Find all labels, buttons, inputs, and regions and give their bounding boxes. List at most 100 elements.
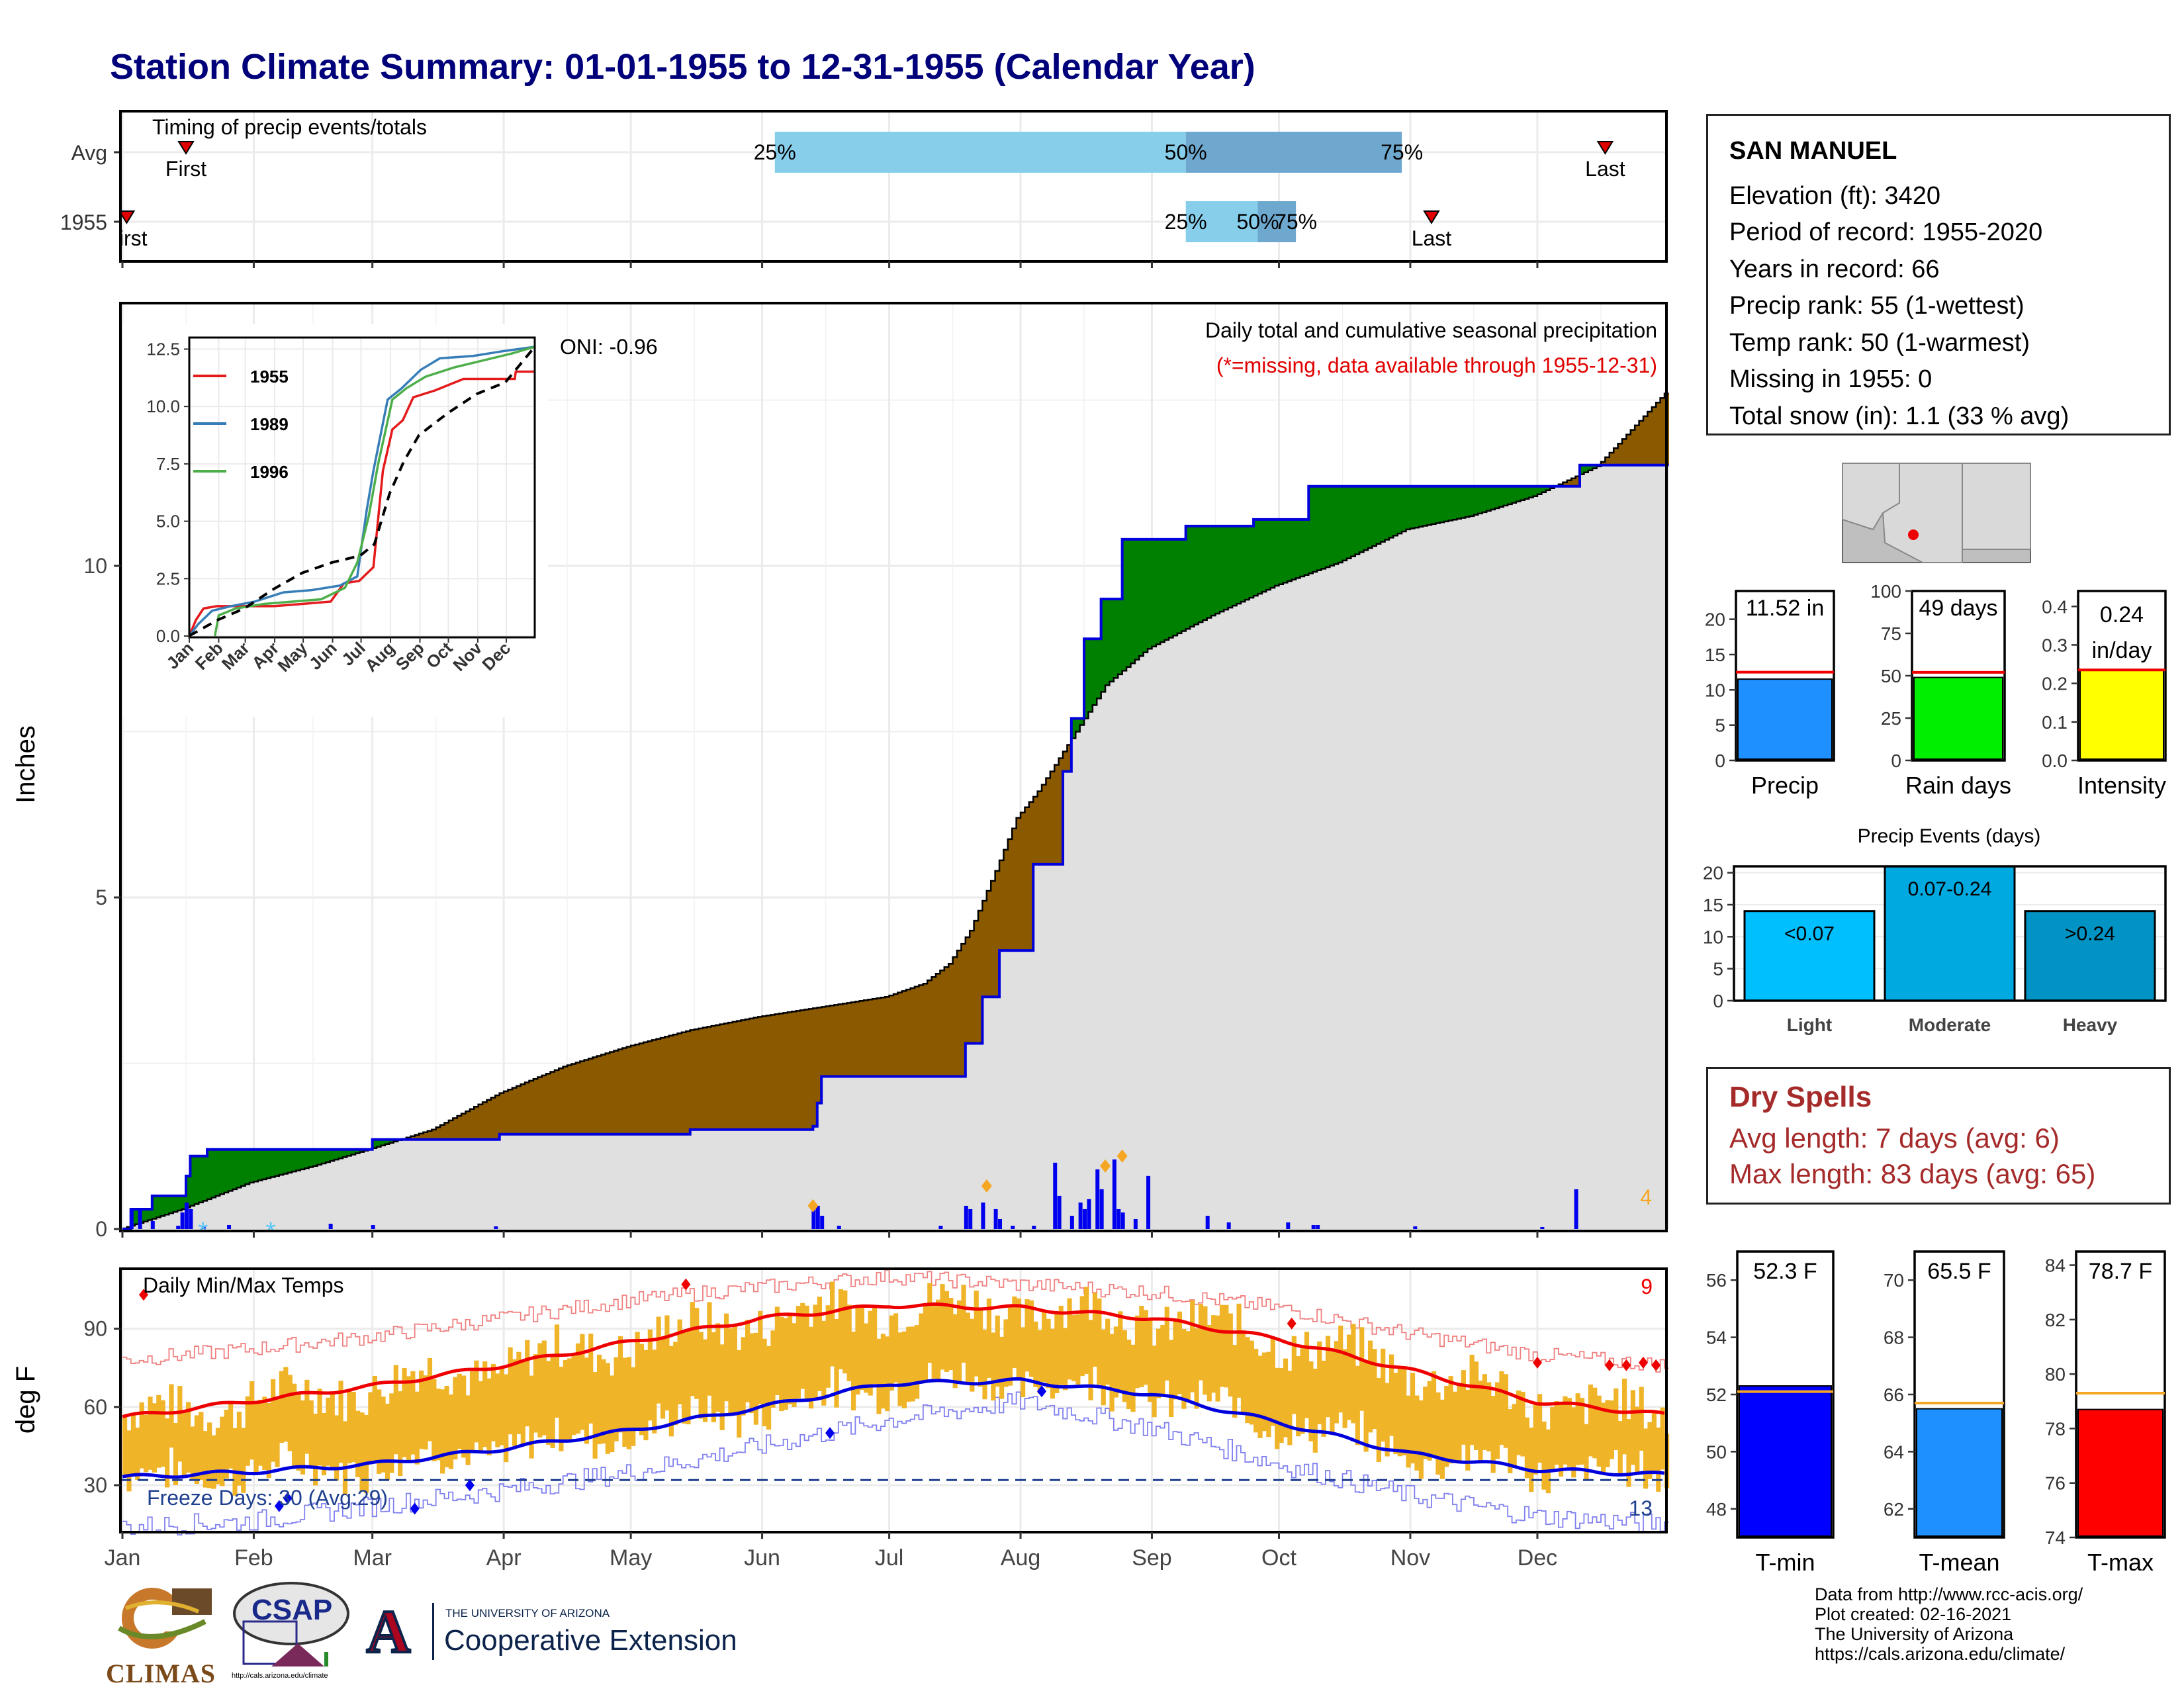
- main-deficit-area: [970, 931, 975, 1044]
- daily-temp-bar: [1312, 1369, 1318, 1453]
- daily-temp-bar: [686, 1330, 691, 1425]
- main-deficit-area: [1575, 476, 1580, 486]
- daily-temp-bar: [1334, 1341, 1339, 1424]
- daily-temp-bar: [660, 1337, 666, 1419]
- daily-temp-bar: [974, 1291, 979, 1377]
- timing-title: Timing of precip events/totals: [152, 115, 427, 139]
- main-deficit-area: [715, 1025, 721, 1130]
- main-deficit-area: [804, 1009, 809, 1130]
- daily-temp-bar: [1173, 1318, 1178, 1400]
- daily-temp-bar: [554, 1324, 560, 1418]
- inset-avg-line: [189, 345, 536, 637]
- daily-temp-bar: [1393, 1373, 1398, 1455]
- main-deficit-area: [419, 1133, 424, 1140]
- daily-temp-bar: [762, 1338, 767, 1427]
- daily-temp-bar: [1075, 1314, 1081, 1385]
- daily-temp-bar: [520, 1360, 525, 1446]
- daily-temp-bar: [1418, 1400, 1424, 1479]
- daily-temp-bar: [495, 1373, 500, 1447]
- rain-days-y-tick-label: 0: [1891, 751, 1901, 771]
- rain-days-x-label: Rain days: [1905, 772, 2011, 799]
- main-surplus-area: [1283, 519, 1288, 583]
- daily-temp-bar: [1465, 1389, 1471, 1471]
- main-deficit-area: [982, 901, 987, 997]
- daily-temp-bar: [1148, 1318, 1153, 1402]
- daily-temp-bar: [1033, 1321, 1038, 1387]
- main-deficit-area: [631, 1045, 636, 1134]
- month-tick-label: Oct: [1261, 1545, 1297, 1571]
- daily-precip-bar: [328, 1223, 333, 1229]
- main-surplus-area: [279, 1149, 284, 1175]
- main-deficit-area: [927, 980, 933, 1077]
- daily-temp-bar: [715, 1323, 721, 1412]
- ua-small-text: THE UNIVERSITY OF ARIZONA: [445, 1607, 610, 1620]
- month-tick-label: Sep: [1132, 1545, 1172, 1571]
- main-surplus-area: [1427, 486, 1432, 525]
- main-deficit-area: [825, 1006, 831, 1077]
- daily-temp-bar: [287, 1375, 293, 1451]
- record-high-marker-icon: [1532, 1356, 1542, 1369]
- main-deficit-area: [1621, 439, 1627, 465]
- events-bar: [1743, 910, 1876, 1002]
- daily-temp-bar: [186, 1402, 191, 1473]
- daily-temp-bar: [1626, 1419, 1631, 1487]
- inset-legend-label: 1955: [250, 367, 289, 387]
- daily-temp-bar: [1533, 1404, 1538, 1475]
- daily-temp-bar: [652, 1349, 657, 1434]
- inset-frame: [188, 336, 536, 639]
- main-deficit-area: [758, 1017, 763, 1130]
- main-surplus-area: [1397, 486, 1402, 534]
- precip-total-value-label: 11.52 in: [1746, 596, 1824, 621]
- main-deficit-area: [770, 1015, 776, 1130]
- main-surplus-area: [1240, 525, 1246, 602]
- daily-temp-bar: [749, 1333, 754, 1414]
- daily-temp-bar: [1275, 1367, 1280, 1449]
- daily-temp-bar: [292, 1383, 297, 1468]
- events-bar-label: 0.07-0.24: [1908, 878, 1992, 900]
- main-deficit-area: [829, 1005, 835, 1077]
- main-surplus-area: [1194, 525, 1199, 625]
- main-deficit-area: [901, 991, 907, 1077]
- main-surplus-area: [1122, 539, 1127, 671]
- dry-spells-max: Max length: 83 days (avg: 65): [1729, 1158, 2096, 1189]
- daily-temp-bar: [758, 1310, 763, 1404]
- main-deficit-area: [850, 1002, 856, 1077]
- daily-temp-bar: [1003, 1319, 1009, 1387]
- daily-temp-bar: [1113, 1326, 1119, 1398]
- daily-temp-bar: [326, 1397, 331, 1466]
- main-surplus-area: [135, 1209, 140, 1224]
- main-deficit-area: [686, 1031, 691, 1134]
- daily-temp-bar: [139, 1402, 144, 1469]
- daily-temp-bar: [1287, 1371, 1293, 1445]
- daily-precip-bar: [1311, 1224, 1316, 1229]
- daily-temp-bar: [1042, 1310, 1047, 1383]
- daily-temp-bar: [626, 1357, 631, 1449]
- daily-temp-bar: [402, 1367, 407, 1457]
- main-surplus-area: [1232, 525, 1238, 606]
- main-deficit-area: [588, 1058, 594, 1134]
- daily-temp-bar: [1203, 1306, 1208, 1395]
- events-y-tick-label: 10: [1703, 927, 1723, 947]
- main-deficit-area: [461, 1113, 467, 1140]
- daily-temp-bar: [567, 1358, 572, 1439]
- daily-temp-bar: [1647, 1422, 1653, 1479]
- main-deficit-area: [940, 970, 945, 1077]
- main-surplus-area: [148, 1209, 153, 1220]
- main-surplus-area: [1482, 486, 1487, 512]
- daily-temp-bar: [1630, 1390, 1635, 1465]
- daily-temp-bar: [440, 1389, 445, 1474]
- precip-total-y-tick-label: 10: [1705, 680, 1725, 700]
- timing-last-marker-icon: [1596, 141, 1614, 155]
- main-deficit-area: [525, 1082, 530, 1134]
- daily-temp-bar: [639, 1344, 645, 1436]
- daily-temp-bar: [1414, 1395, 1420, 1471]
- main-deficit-area: [643, 1042, 649, 1134]
- daily-temp-bar: [1232, 1345, 1238, 1418]
- daily-temp-bar: [224, 1410, 229, 1479]
- inset-legend-label: 1989: [250, 414, 289, 434]
- main-surplus-area: [287, 1149, 293, 1173]
- daily-temp-bar: [1402, 1365, 1407, 1455]
- locator-map: [1842, 463, 2031, 563]
- month-tick-label: Mar: [353, 1545, 392, 1571]
- daily-temp-bar: [1346, 1334, 1352, 1420]
